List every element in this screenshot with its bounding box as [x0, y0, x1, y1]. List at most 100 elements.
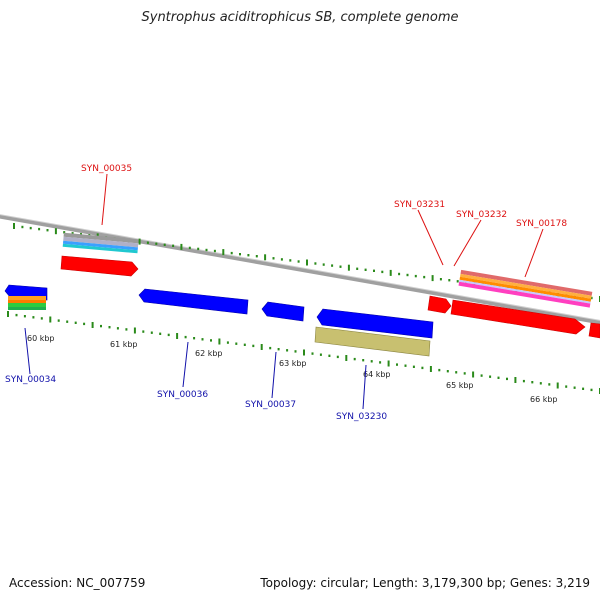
- minor-tick: [506, 377, 508, 381]
- minor-tick: [74, 321, 77, 324]
- gene-label-syn-00037[interactable]: SYN_00037: [245, 400, 296, 410]
- major-tick: [180, 243, 183, 250]
- minor-tick: [116, 327, 119, 330]
- scale-label: 65 kbp: [446, 381, 474, 390]
- minor-tick: [230, 251, 233, 255]
- minor-tick: [38, 227, 41, 231]
- major-tick: [13, 223, 15, 229]
- gene-label-syn-03231[interactable]: SYN_03231: [394, 200, 445, 210]
- major-tick: [472, 371, 475, 378]
- minor-tick: [83, 322, 86, 326]
- minor-tick: [201, 338, 204, 341]
- minor-tick: [497, 376, 500, 379]
- minor-tick: [404, 364, 407, 367]
- minor-tick: [370, 360, 373, 363]
- minor-tick: [353, 357, 356, 361]
- gene-label-syn-00034[interactable]: SYN_00034: [5, 375, 56, 385]
- minor-tick: [32, 316, 35, 319]
- minor-tick: [381, 270, 384, 274]
- minor-tick: [193, 337, 196, 340]
- minor-tick: [456, 280, 459, 283]
- minor-tick: [146, 241, 149, 244]
- minor-tick: [463, 372, 466, 375]
- major-tick: [347, 264, 350, 271]
- minor-tick: [247, 254, 250, 257]
- gene-label-syn-00178[interactable]: SYN_00178: [516, 219, 567, 229]
- feature-stack-syn-00035[interactable]: [62, 232, 139, 254]
- minor-tick: [100, 324, 102, 328]
- minor-tick: [239, 253, 241, 256]
- minor-tick: [396, 363, 398, 366]
- minor-tick: [213, 249, 216, 253]
- minor-tick: [66, 320, 69, 323]
- minor-tick: [362, 359, 365, 362]
- minor-tick: [142, 330, 145, 333]
- minor-tick: [438, 368, 441, 372]
- gene-arrow-syn-03232[interactable]: [450, 299, 586, 335]
- feature-stack-syn-00178[interactable]: [458, 269, 593, 308]
- leader-line: [417, 209, 444, 266]
- minor-tick: [489, 375, 492, 378]
- minor-tick: [539, 382, 542, 385]
- leader-line: [524, 228, 544, 278]
- minor-tick: [297, 260, 300, 263]
- minor-tick: [448, 279, 451, 282]
- minor-tick: [163, 243, 166, 246]
- minor-tick: [46, 229, 49, 232]
- forward-gene-labels: SYN_00035 SYN_03231 SYN_03232 SYN_00178: [81, 164, 567, 278]
- minor-tick: [548, 383, 551, 386]
- minor-tick: [205, 248, 208, 252]
- major-tick: [387, 360, 390, 367]
- minor-tick: [255, 255, 258, 258]
- minor-tick: [311, 352, 314, 355]
- gene-arrow-syn-00036[interactable]: [138, 288, 249, 315]
- gene-label-syn-03232[interactable]: SYN_03232: [456, 210, 507, 220]
- major-tick: [260, 344, 263, 350]
- gene-arrow-syn-03230[interactable]: [316, 308, 434, 339]
- minor-tick: [63, 231, 66, 234]
- minor-tick: [373, 269, 375, 272]
- gene-arrow-syn-00037[interactable]: [261, 301, 305, 322]
- minor-tick: [423, 275, 426, 279]
- gene-arrow-syn-00035[interactable]: [60, 255, 139, 277]
- leader-line: [24, 327, 31, 375]
- feature-bar-syn-03230[interactable]: [314, 326, 431, 357]
- minor-tick: [439, 278, 442, 281]
- minor-tick: [364, 268, 367, 271]
- minor-tick: [71, 232, 74, 235]
- minor-tick: [184, 335, 187, 339]
- minor-tick: [531, 381, 534, 384]
- scale-label: 61 kbp: [110, 340, 138, 349]
- scale-label: 62 kbp: [195, 349, 223, 358]
- leader-line: [362, 364, 367, 410]
- minor-tick: [582, 387, 585, 390]
- gene-arrow-partial[interactable]: [588, 322, 600, 339]
- major-tick: [431, 275, 434, 282]
- major-tick: [138, 238, 141, 245]
- major-tick: [514, 377, 517, 383]
- gene-arrow-syn-03231[interactable]: [427, 295, 452, 314]
- inner-tick-track: [7, 311, 600, 394]
- minor-tick: [398, 272, 401, 276]
- major-tick: [218, 338, 221, 345]
- major-tick: [54, 228, 57, 235]
- minor-tick: [314, 262, 317, 265]
- major-tick: [176, 333, 179, 339]
- minor-tick: [235, 342, 238, 345]
- minor-tick: [277, 348, 280, 351]
- major-tick: [389, 269, 392, 276]
- minor-tick: [40, 317, 43, 320]
- feature-stack-syn-00034[interactable]: [8, 296, 46, 310]
- gene-label-syn-00035[interactable]: SYN_00035: [81, 164, 132, 174]
- gene-label-syn-03230[interactable]: SYN_03230: [336, 412, 387, 422]
- minor-tick: [379, 361, 382, 364]
- minor-tick: [226, 341, 229, 344]
- major-tick: [303, 349, 305, 356]
- minor-tick: [15, 313, 18, 317]
- minor-tick: [455, 371, 458, 374]
- minor-tick: [573, 386, 576, 389]
- gene-label-syn-00036[interactable]: SYN_00036: [157, 390, 208, 400]
- major-tick: [306, 259, 308, 266]
- minor-tick: [125, 328, 128, 331]
